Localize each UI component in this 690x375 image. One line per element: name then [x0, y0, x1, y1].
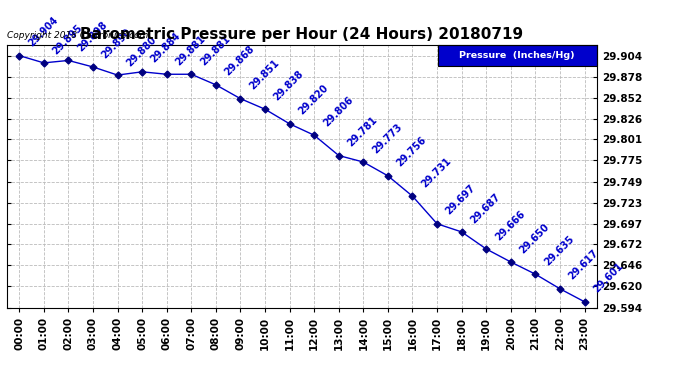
Text: 29.851: 29.851 — [248, 58, 281, 92]
Text: 29.895: 29.895 — [51, 22, 84, 56]
Text: 29.731: 29.731 — [420, 156, 453, 189]
Text: 29.697: 29.697 — [444, 183, 477, 217]
Text: 29.904: 29.904 — [26, 15, 60, 49]
Text: 29.756: 29.756 — [395, 135, 428, 169]
Text: 29.820: 29.820 — [297, 83, 331, 117]
Text: Copyright 2018 Cartronics.com: Copyright 2018 Cartronics.com — [7, 31, 148, 40]
Text: 29.880: 29.880 — [124, 34, 158, 68]
Text: 29.666: 29.666 — [493, 209, 526, 242]
Text: 29.881: 29.881 — [174, 33, 208, 68]
Text: 29.635: 29.635 — [542, 234, 576, 267]
Text: 29.773: 29.773 — [371, 122, 404, 155]
Text: 29.617: 29.617 — [567, 248, 600, 282]
Text: 29.601: 29.601 — [591, 261, 625, 295]
Title: Barometric Pressure per Hour (24 Hours) 20180719: Barometric Pressure per Hour (24 Hours) … — [80, 27, 524, 42]
Text: 29.806: 29.806 — [321, 94, 355, 128]
Text: 29.884: 29.884 — [149, 31, 183, 65]
Text: 29.650: 29.650 — [518, 222, 551, 255]
Text: Pressure  (Inches/Hg): Pressure (Inches/Hg) — [460, 51, 575, 60]
Text: 29.781: 29.781 — [346, 115, 380, 148]
Text: 29.687: 29.687 — [469, 191, 502, 225]
Text: 29.838: 29.838 — [272, 69, 306, 102]
Text: 29.898: 29.898 — [75, 20, 109, 54]
Bar — [437, 45, 597, 66]
Text: 29.868: 29.868 — [223, 44, 257, 78]
Text: 29.881: 29.881 — [198, 33, 232, 68]
Text: 29.890: 29.890 — [100, 26, 134, 60]
